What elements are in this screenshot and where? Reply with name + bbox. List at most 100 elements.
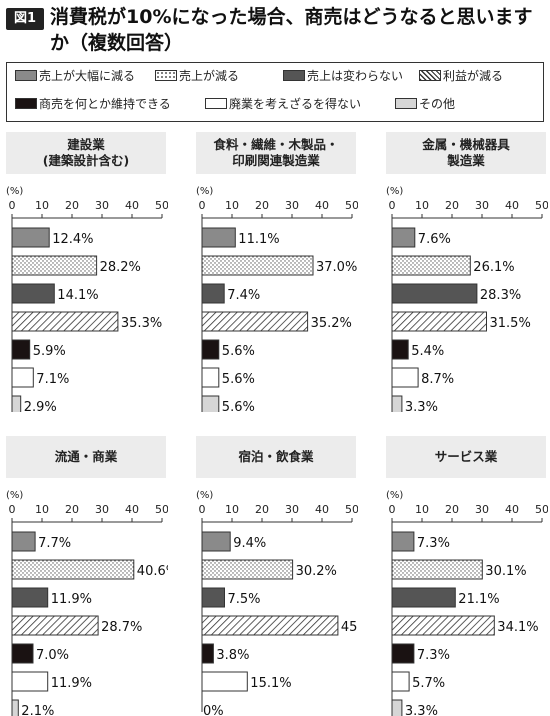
chart-title: 建設業 (建築設計含む)	[6, 132, 166, 174]
legend-swatch-dec	[155, 70, 177, 81]
bar-other	[391, 699, 403, 716]
bar-maintain	[391, 643, 415, 664]
data-label: 31.5%	[490, 316, 531, 331]
tick-label: 40	[505, 503, 519, 516]
tick-label: 20	[445, 199, 459, 212]
legend-item-unchanged: 売上は変わらない	[283, 69, 403, 83]
legend-item-profit_down: 利益が減る	[419, 69, 503, 83]
chart-panel-5: 宿泊・飲食業 (%) 0 10 20 30 40 50 9.4% 30.2% 7.5% 45.3% 3.…	[196, 436, 358, 716]
bar-unchanged	[201, 283, 225, 304]
data-label: 5.7%	[412, 676, 445, 691]
tick-label: 10	[415, 503, 429, 516]
bar-chart: (%) 0 10 20 30 40 50 12.4% 28.2%14.1% 35.3% 5.9% 7.…	[6, 186, 168, 412]
bar-close	[391, 671, 410, 692]
bar-unchanged	[201, 587, 225, 608]
bar-other	[201, 395, 220, 412]
bar-chart: (%) 0 10 20 30 40 50 9.4% 30.2% 7.5% 45.3% 3.8%15.1…	[196, 490, 358, 716]
unit-label: (%)	[6, 490, 23, 501]
bar-maintain	[391, 339, 409, 360]
data-label: 3.3%	[405, 400, 438, 412]
data-label: 26.1%	[473, 260, 514, 275]
bar-unchanged	[391, 587, 456, 608]
data-label: 0%	[203, 704, 224, 716]
chart-title: 金属・機械器具 製造業	[386, 132, 546, 174]
bar-dec	[391, 255, 471, 276]
bar-maintain	[201, 339, 220, 360]
bar-other	[391, 395, 403, 412]
data-label: 37.0%	[316, 260, 357, 275]
legend-label: 利益が減る	[443, 69, 504, 83]
tick-label: 10	[35, 199, 49, 212]
bar-dec	[11, 255, 98, 276]
tick-label: 10	[225, 503, 239, 516]
bar-dec	[201, 559, 294, 580]
tick-label: 0	[389, 199, 396, 212]
tick-label: 30	[285, 503, 299, 516]
bar-profit_down	[11, 615, 99, 636]
data-label: 28.2%	[100, 260, 141, 275]
legend-swatch-dec_large	[15, 70, 37, 81]
data-label: 2.1%	[21, 704, 54, 716]
unit-label: (%)	[196, 490, 213, 501]
data-label: 12.4%	[52, 232, 93, 247]
bar-dec_large	[391, 227, 416, 248]
bar-dec_large	[11, 227, 50, 248]
data-label: 5.6%	[222, 344, 255, 359]
data-label: 7.3%	[417, 536, 450, 551]
bar-other	[11, 699, 19, 716]
data-label: 7.1%	[36, 372, 69, 387]
bar-close	[11, 367, 34, 388]
legend-item-dec: 売上が減る	[155, 69, 239, 83]
tick-label: 40	[315, 199, 329, 212]
legend-label: 売上が大幅に減る	[39, 69, 136, 83]
chart-panel-2: 食料・繊維・木製品・ 印刷関連製造業 (%) 0 10 20 30 40 50 11.1% 37.…	[196, 132, 358, 412]
data-label: 28.7%	[101, 620, 142, 635]
bar-other	[11, 395, 22, 412]
data-label: 9.4%	[233, 536, 266, 551]
bar-chart: (%) 0 10 20 30 40 50 7.3% 30.1% 21.1% 34.1% 7.3% 5.7…	[386, 490, 548, 716]
legend: 売上が大幅に減る 売上が減る 売上は変わらない 利益が減る 商売を何とか維持できる 廃業を…	[6, 62, 544, 122]
legend-item-other: その他	[395, 97, 455, 111]
bar-profit_down	[201, 311, 309, 332]
data-label: 11.9%	[51, 676, 92, 691]
bar-dec_large	[11, 531, 36, 552]
legend-swatch-maintain	[15, 98, 37, 109]
bar-profit_down	[391, 311, 487, 332]
chart-title: 食料・繊維・木製品・ 印刷関連製造業	[196, 132, 356, 174]
bar-close	[201, 367, 220, 388]
data-label: 7.0%	[36, 648, 69, 663]
data-label: 7.3%	[417, 648, 450, 663]
data-label: 7.7%	[38, 536, 71, 551]
data-label: 45.3%	[341, 620, 358, 635]
legend-label: 廃業を考えざるを得ない	[229, 97, 362, 111]
bar-unchanged	[391, 283, 478, 304]
tick-label: 20	[445, 503, 459, 516]
data-label: 14.1%	[57, 288, 98, 303]
chart-panel-3: 金属・機械器具 製造業 (%) 0 10 20 30 40 50 7.6% 26.1% 28.3% 3…	[386, 132, 548, 412]
bar-chart: (%) 0 10 20 30 40 50 7.6% 26.1% 28.3% 31.5% 5.4% 8.7…	[386, 186, 548, 412]
bar-profit_down	[201, 615, 339, 636]
tick-label: 0	[9, 503, 16, 516]
data-label: 21.1%	[458, 592, 499, 607]
chart-panel-6: サービス業 (%) 0 10 20 30 40 50 7.3% 30.1% 21.1% 34.1% 7.…	[386, 436, 548, 716]
data-label: 7.6%	[418, 232, 451, 247]
tick-label: 20	[65, 199, 79, 212]
tick-label: 30	[95, 503, 109, 516]
data-label: 30.1%	[485, 564, 526, 579]
data-label: 11.9%	[51, 592, 92, 607]
bar-close	[11, 671, 49, 692]
tick-label: 50	[345, 503, 358, 516]
legend-label: 売上は変わらない	[307, 69, 404, 83]
bar-profit_down	[11, 311, 119, 332]
chart-panel-1: 建設業 (建築設計含む) (%) 0 10 20 30 40 50 12.4% 28.2% 14.1…	[6, 132, 168, 412]
figure-badge: 図1	[6, 8, 44, 30]
tick-label: 10	[225, 199, 239, 212]
unit-label: (%)	[386, 490, 403, 501]
bar-dec_large	[391, 531, 415, 552]
tick-label: 30	[95, 199, 109, 212]
data-label: 5.9%	[33, 344, 66, 359]
unit-label: (%)	[6, 186, 23, 197]
bar-maintain	[201, 643, 214, 664]
data-label: 28.3%	[480, 288, 521, 303]
legend-label: その他	[419, 97, 456, 111]
